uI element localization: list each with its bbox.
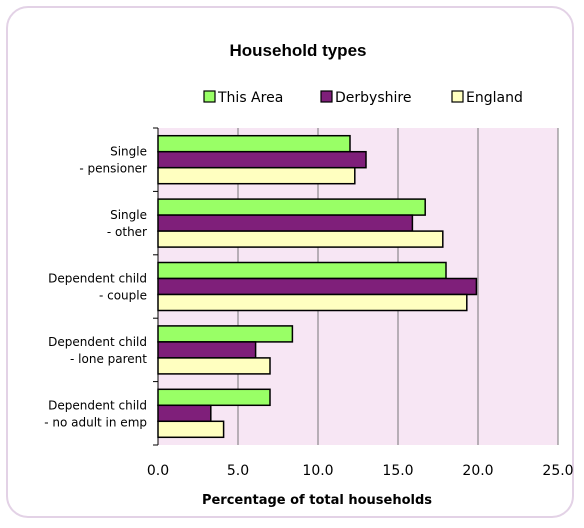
bar xyxy=(157,388,271,407)
bar xyxy=(157,341,257,359)
category-label: Dependent child - no adult in emp xyxy=(44,398,147,429)
category-label: Dependent child - couple xyxy=(48,272,147,303)
category-label: Single - pensioner xyxy=(79,145,147,176)
bars xyxy=(157,134,478,439)
axes xyxy=(153,127,159,446)
x-tick-label: 5.0 xyxy=(227,463,249,479)
x-tick-label: 0.0 xyxy=(147,463,169,479)
legend-label: Derbyshire xyxy=(335,90,411,106)
bar xyxy=(157,230,444,248)
x-tick-label: 10.0 xyxy=(302,463,333,479)
bar xyxy=(157,150,367,169)
x-tick-label: 20.0 xyxy=(462,463,493,479)
x-axis-title: Percentage of total households xyxy=(202,493,432,508)
bar xyxy=(157,261,447,280)
bar xyxy=(157,293,468,312)
bar xyxy=(157,134,351,153)
category-label: Dependent child - lone parent xyxy=(48,335,147,366)
legend-label: This Area xyxy=(217,90,283,106)
bar xyxy=(157,325,294,343)
legend-swatch xyxy=(451,90,464,103)
legend-swatch xyxy=(203,90,216,103)
bar xyxy=(157,420,225,439)
bar xyxy=(157,277,478,296)
bar xyxy=(157,404,212,423)
chart-title: Household types xyxy=(230,41,367,60)
legend-swatch xyxy=(320,90,333,103)
category-labels: Single - pensioner Single - other Dependent … xyxy=(44,145,147,430)
legend-label: England xyxy=(466,90,523,106)
x-tick-label: 25.0 xyxy=(542,463,573,479)
bar xyxy=(157,198,426,216)
bar xyxy=(157,166,356,185)
bar xyxy=(157,214,414,232)
legend: This Area Derbyshire England xyxy=(203,90,523,106)
x-tick-labels: 0.0 5.0 10.0 15.0 20.0 25.0 xyxy=(147,463,574,479)
bar xyxy=(157,357,271,375)
x-tick-label: 15.0 xyxy=(382,463,413,479)
category-label: Single - other xyxy=(107,208,147,239)
